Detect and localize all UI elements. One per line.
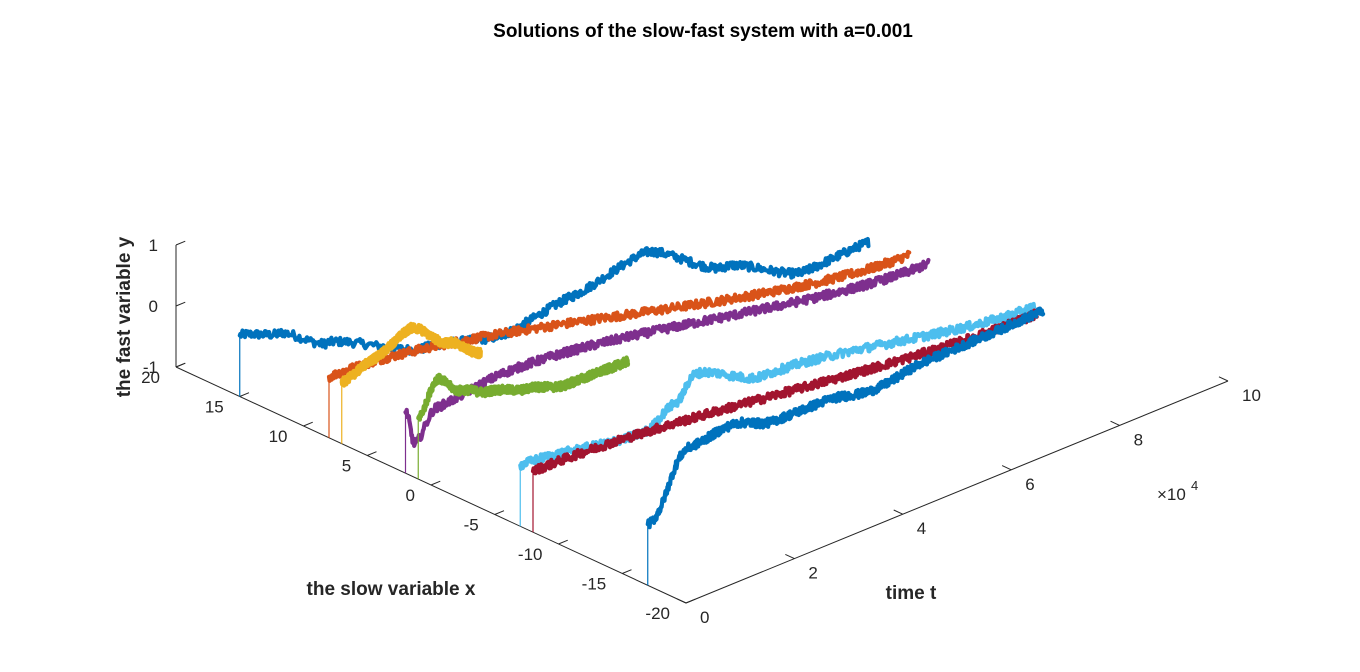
series-line xyxy=(237,236,871,356)
x-tick-label: -20 xyxy=(645,604,670,623)
z-tick-mark xyxy=(175,362,186,368)
x-tick-mark xyxy=(239,392,250,397)
x-tick-label: 5 xyxy=(342,457,351,476)
x-tick-mark xyxy=(685,598,696,604)
y-tick-mark xyxy=(785,553,795,560)
x-tick-mark xyxy=(494,510,505,515)
y-tick-label: 10 xyxy=(1242,386,1261,405)
series-line xyxy=(326,249,912,383)
series-line xyxy=(645,306,1046,530)
y-tick-mark xyxy=(676,598,687,604)
series-group xyxy=(645,306,1046,586)
z-tick-mark xyxy=(175,240,186,246)
x-tick-label: 0 xyxy=(406,486,415,505)
y-tick-mark xyxy=(1001,465,1012,471)
z-tick-label: 0 xyxy=(149,297,158,316)
x-axis-label: the slow variable x xyxy=(307,579,476,600)
x-tick-mark xyxy=(558,539,568,545)
y-exponent-base: ×10 xyxy=(1157,485,1186,504)
x-tick-label: -15 xyxy=(582,575,607,594)
series-layer xyxy=(237,236,1046,586)
y-exponent-power: 4 xyxy=(1191,478,1198,493)
x-tick-mark xyxy=(367,451,377,456)
series-line xyxy=(530,308,1039,476)
y-tick-label: 4 xyxy=(917,519,926,538)
y-ticks: 0 2 4 6 8 10 xyxy=(676,376,1261,627)
series-line xyxy=(403,257,931,448)
y-tick-label: 6 xyxy=(1025,475,1034,494)
series-group xyxy=(339,321,483,444)
z-tick-label: 1 xyxy=(149,236,158,255)
x-tick-label: 10 xyxy=(269,427,288,446)
x-tick-label: 20 xyxy=(141,368,160,387)
z-tick-mark xyxy=(175,301,186,307)
chart-title: Solutions of the slow-fast system with a… xyxy=(493,21,913,42)
y-axis-line xyxy=(685,380,1229,604)
y-tick-label: 2 xyxy=(808,564,817,583)
series-group xyxy=(416,355,631,480)
x-tick-label: -10 xyxy=(518,545,543,564)
x-tick-mark xyxy=(430,480,441,486)
series-group xyxy=(237,236,871,397)
y-axis-exponent: ×10 4 xyxy=(1157,478,1198,504)
y-axis-label: time t xyxy=(886,583,937,604)
x-tick-label: -5 xyxy=(464,516,479,535)
x-ticks: -20 -15 -10 -5 0 5 10 15 20 xyxy=(141,362,696,623)
series-group xyxy=(326,249,912,438)
series-line xyxy=(416,355,631,422)
y-tick-label: 8 xyxy=(1134,430,1143,449)
z-tick-label: -1 xyxy=(143,358,158,377)
y-tick-label: 0 xyxy=(700,608,709,627)
series-group xyxy=(403,257,931,474)
x-tick-mark xyxy=(622,569,632,574)
y-tick-mark xyxy=(1218,376,1229,382)
z-axis-label: the fast variable y xyxy=(114,236,135,397)
y-tick-mark xyxy=(893,509,904,515)
series-group xyxy=(530,308,1039,533)
x-tick-label: 15 xyxy=(205,398,224,417)
z-ticks: -1 0 1 xyxy=(143,236,186,377)
x-tick-mark xyxy=(303,421,313,427)
series-line xyxy=(339,321,483,388)
y-tick-mark xyxy=(1110,420,1120,426)
